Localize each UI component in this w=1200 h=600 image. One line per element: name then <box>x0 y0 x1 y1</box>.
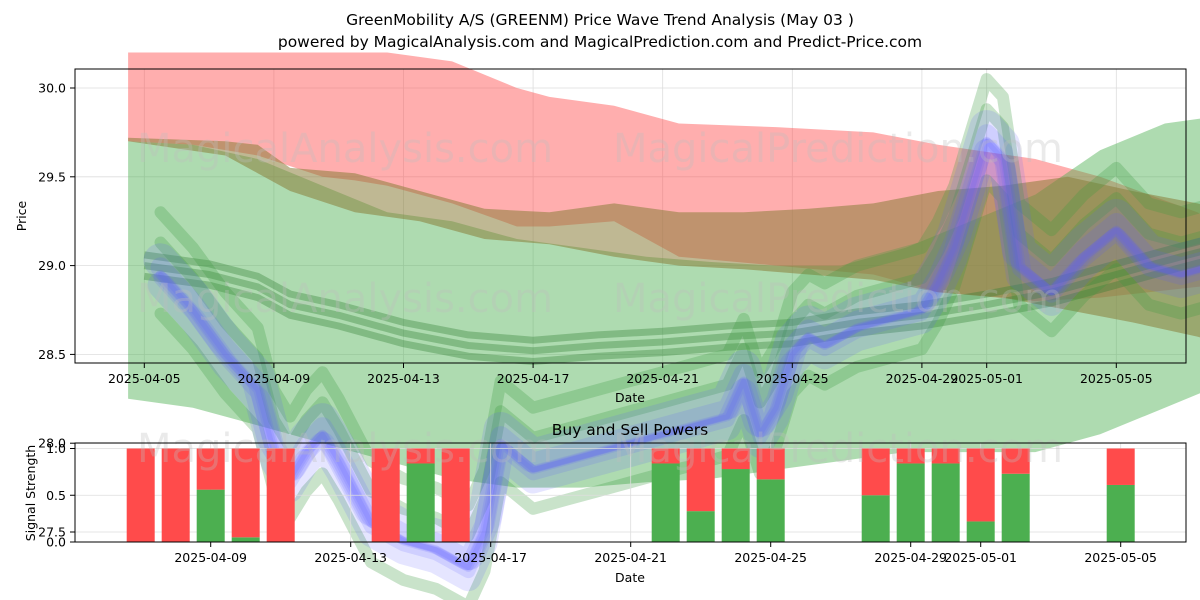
bottom-y-tick-label: 0.5 <box>46 488 66 503</box>
top-y-tick-label: 27.5 <box>38 525 66 540</box>
top-watermarks: MagicalAnalysis.com MagicalPrediction.co… <box>137 126 1063 322</box>
sell-power-bar <box>196 448 225 490</box>
bottom-bars-layer <box>126 448 1135 542</box>
bottom-x-tick-label: 2025-05-05 <box>1084 550 1157 565</box>
buy-power-bar <box>756 479 785 542</box>
top-x-tick-label: 2025-04-05 <box>108 371 181 386</box>
sell-power-bar <box>1106 448 1135 485</box>
sell-power-bar <box>406 448 435 464</box>
buy-power-bar <box>651 463 680 542</box>
top-x-tick-label: 2025-04-21 <box>626 371 699 386</box>
green-trend-line <box>143 248 1200 355</box>
blue-wave-line <box>143 110 1200 571</box>
top-y-tick-label: 28.0 <box>38 436 66 451</box>
sell-power-bar <box>931 448 960 464</box>
top-plot-frame <box>74 68 1187 364</box>
top-x-ticks: 2025-04-05 2025-04-09 2025-04-13 2025-04-17… <box>108 363 1153 386</box>
bottom-x-tick-label: 2025-04-17 <box>454 550 527 565</box>
watermark-top-right-2: MagicalPrediction.com <box>613 276 1063 322</box>
top-x-tick-label: 2025-05-05 <box>1080 371 1153 386</box>
bottom-x-tick-label: 2025-04-25 <box>734 550 807 565</box>
watermark-top-left-1: MagicalAnalysis.com <box>137 126 553 172</box>
top-x-tick-label: 2025-04-29 <box>886 371 959 386</box>
watermark-top-right-1: MagicalPrediction.com <box>613 126 1063 172</box>
top-x-tick-label: 2025-04-17 <box>497 371 570 386</box>
green-trend-line <box>143 258 1200 365</box>
sell-power-bar <box>861 448 890 496</box>
top-y-axis-label: Price <box>14 200 29 231</box>
sell-power-bar <box>126 448 155 542</box>
top-y-ticks: 27.027.528.028.529.029.530.0 <box>38 81 75 540</box>
top-y-tick-label: 30.0 <box>38 81 66 96</box>
watermark-bottom-left: MagicalAnalysis.com <box>137 426 553 472</box>
sell-power-bar <box>161 448 190 542</box>
bottom-y-ticks: 0.0 0.5 1.0 <box>46 441 75 550</box>
sell-power-bar <box>966 448 995 522</box>
bottom-y-tick-label: 0.0 <box>46 535 66 550</box>
sell-power-bar <box>721 448 750 470</box>
bottom-chart-title: Buy and Sell Powers <box>552 421 709 439</box>
blue-wave-line <box>150 124 1200 571</box>
blue-wave-line <box>153 137 1200 579</box>
green-wave-overlay <box>154 103 1200 542</box>
top-x-tick-label: 2025-04-09 <box>238 371 311 386</box>
sell-power-bar <box>651 448 680 464</box>
bottom-watermarks: MagicalAnalysis.com MagicalPrediction.co… <box>137 426 1063 472</box>
buy-power-bar <box>721 469 750 542</box>
top-x-tick-label: 2025-04-13 <box>367 371 440 386</box>
sell-power-bar <box>231 448 260 538</box>
watermark-bottom-right: MagicalPrediction.com <box>613 426 1063 472</box>
top-x-axis-label: Date <box>615 390 645 405</box>
watermark-top-left-2: MagicalAnalysis.com <box>137 276 553 322</box>
buy-power-bar <box>406 463 435 542</box>
buy-power-bar <box>1001 473 1030 542</box>
buy-power-bar <box>196 489 225 542</box>
buy-power-bar <box>896 463 925 542</box>
green-trend-line <box>143 237 1200 344</box>
sell-power-bar <box>686 448 715 512</box>
buy-power-bar <box>231 537 260 542</box>
top-y-tick-label: 29.0 <box>38 258 66 273</box>
sell-power-bar <box>371 448 400 542</box>
buy-power-bar <box>931 463 960 542</box>
bottom-y-axis-label: Signal Strength <box>23 445 38 541</box>
sell-power-bar <box>266 448 295 542</box>
buy-power-bar <box>966 521 995 542</box>
top-x-tick-label: 2025-05-01 <box>950 371 1023 386</box>
bottom-x-tick-label: 2025-04-09 <box>174 550 247 565</box>
top-x-tick-label: 2025-04-25 <box>756 371 829 386</box>
bottom-x-tick-label: 2025-05-01 <box>944 550 1017 565</box>
buy-power-bar <box>1106 484 1135 542</box>
bottom-x-tick-label: 2025-04-13 <box>314 550 387 565</box>
sell-power-bar <box>441 448 470 542</box>
sell-power-bar <box>896 448 925 464</box>
top-series-layer <box>128 52 1200 600</box>
buy-power-bar <box>686 511 715 542</box>
green-wave-overlay <box>154 73 1200 512</box>
sell-power-bar <box>1001 448 1030 474</box>
top-y-tick-label: 29.5 <box>38 169 66 184</box>
olive-band-area <box>128 137 1200 338</box>
sell-power-bar <box>756 448 785 480</box>
bottom-x-ticks: 2025-04-09 2025-04-13 2025-04-17 2025-04-21… <box>174 542 1157 565</box>
bottom-x-tick-label: 2025-04-29 <box>874 550 947 565</box>
bottom-x-axis-label: Date <box>615 570 645 585</box>
bottom-x-tick-label: 2025-04-21 <box>594 550 667 565</box>
chart-title-line2: powered by MagicalAnalysis.com and Magic… <box>278 33 922 51</box>
blue-wave-line <box>156 136 1200 572</box>
top-y-tick-label: 28.5 <box>38 347 66 362</box>
blue-wave-line <box>158 138 1200 570</box>
chart-title-line1: GreenMobility A/S (GREENM) Price Wave Tr… <box>346 11 854 29</box>
buy-power-bar <box>861 495 890 542</box>
bottom-y-tick-label: 1.0 <box>46 441 66 456</box>
blue-wave-line <box>147 138 1200 592</box>
green-band-area <box>128 118 1200 488</box>
